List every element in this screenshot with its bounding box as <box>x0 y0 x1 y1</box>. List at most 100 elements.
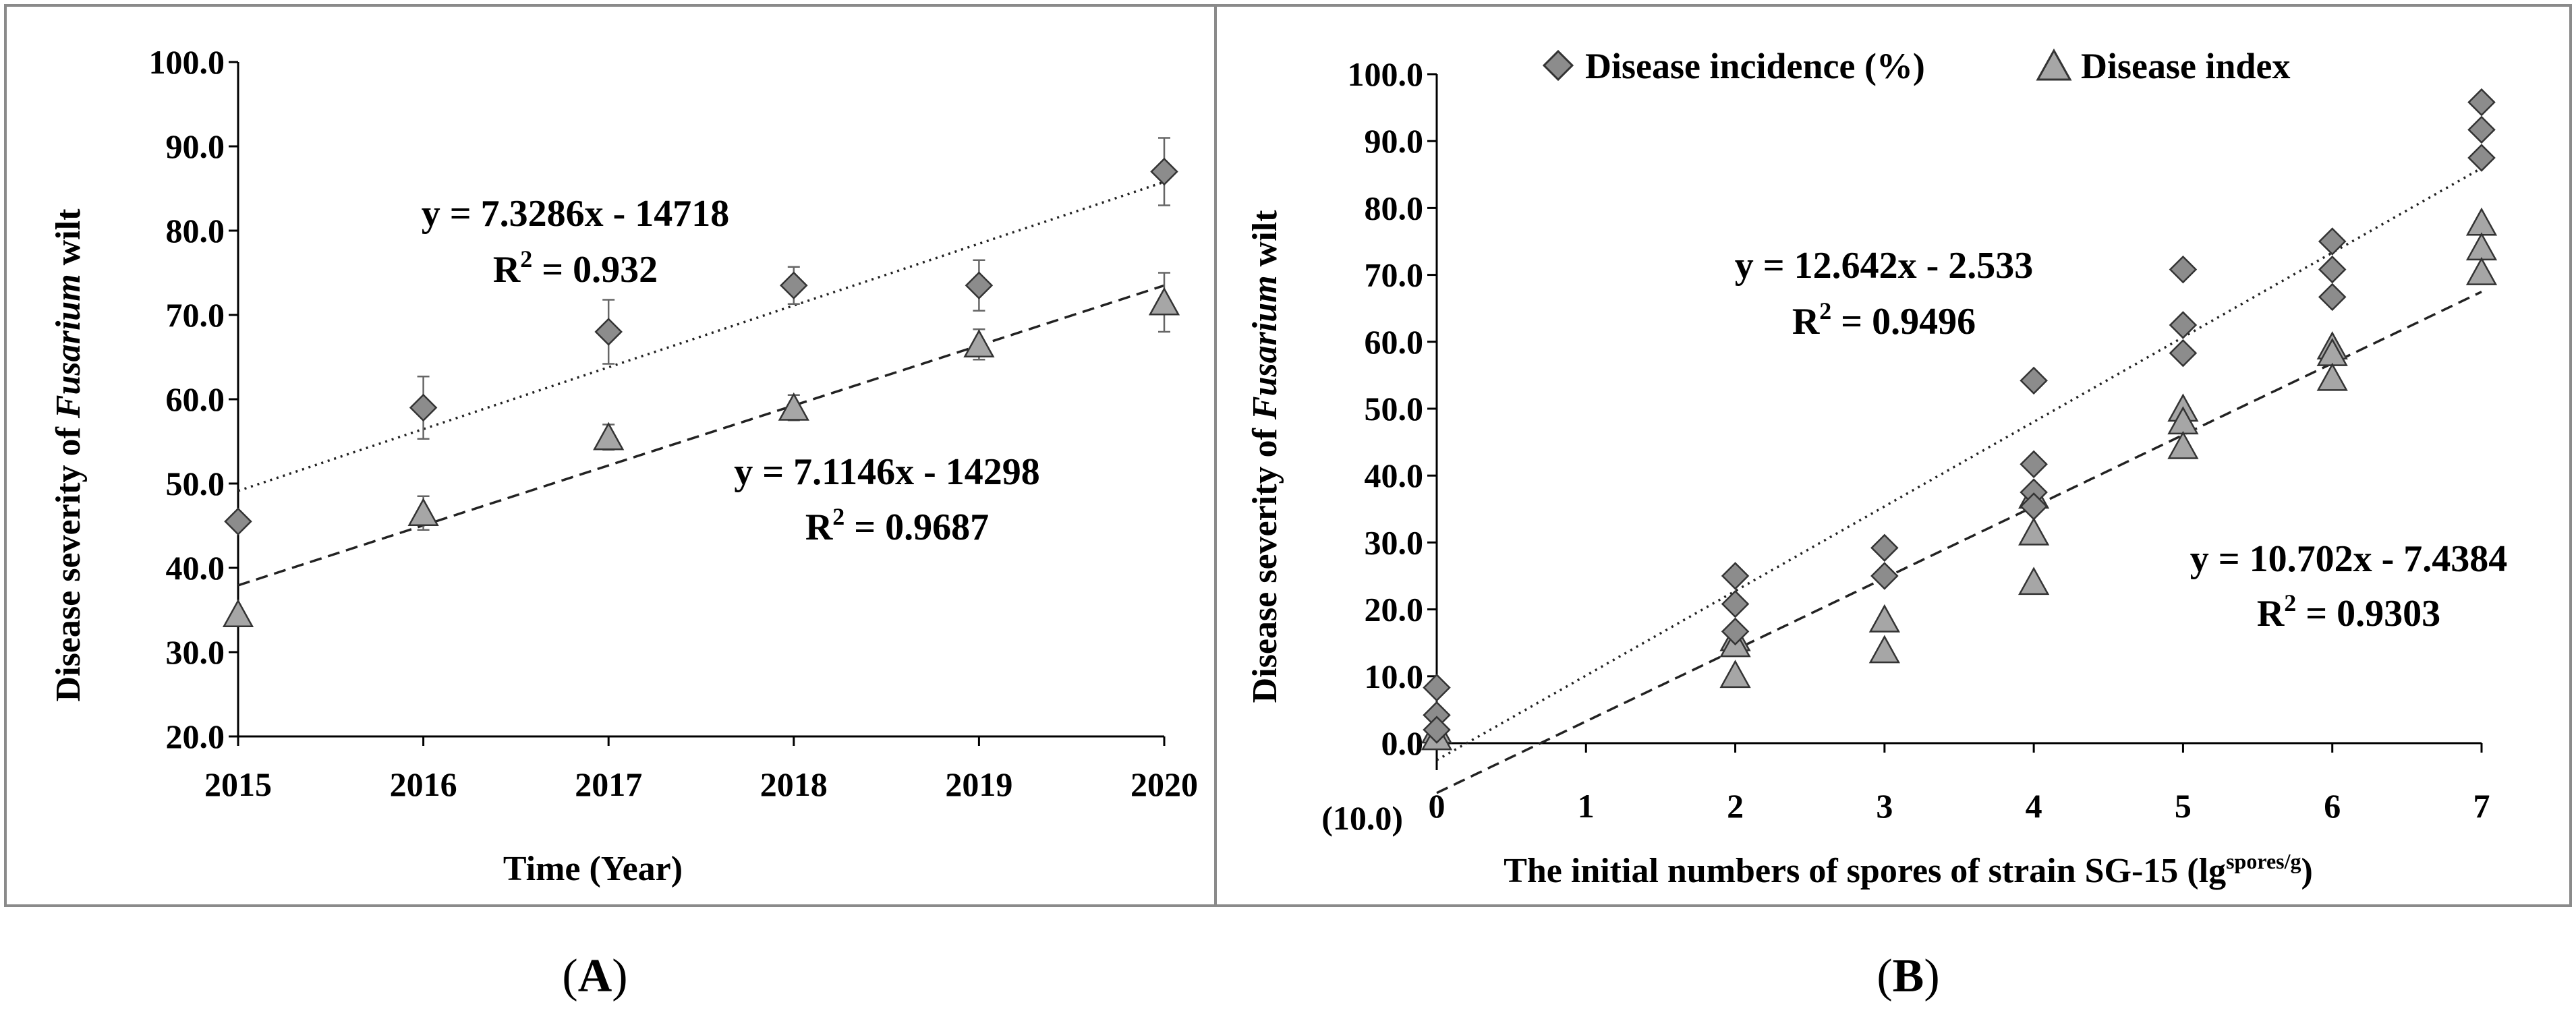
panel-a-diamond-point <box>409 393 438 422</box>
panel-b-equation-2: y = 10.702x - 7.4384 <box>2190 538 2508 580</box>
panel-a-label: (A) <box>562 950 627 1002</box>
panel-b-diamond-point <box>2467 88 2496 117</box>
panel-b-diamond-point <box>1870 562 1899 590</box>
panel-a-r2-1: R2 = 0.932 <box>493 245 658 291</box>
panel-b-diamond-point <box>2318 283 2347 312</box>
panel-b-triangle-point <box>2167 430 2199 459</box>
panel-b-extra-y-tick: (10.0) <box>1321 799 1403 837</box>
panel-b-triangle-point <box>1719 660 1751 689</box>
panel-b-triangle-point <box>1868 635 1900 664</box>
panel-b-diamond-point <box>2467 115 2496 144</box>
panel-b-diamond-point <box>2318 255 2347 284</box>
panel-b-diamond-point <box>2467 144 2496 172</box>
panel-b-label: (B) <box>1877 950 1939 1002</box>
panel-b-x-axis-title: The initial numbers of spores of strain … <box>1504 849 2313 890</box>
panel-a-y-tick-label: 100.0 <box>149 43 225 81</box>
panel-b-y-axis-title: Disease severity of Fusarium wilt <box>1246 210 1284 703</box>
legend-triangle-marker <box>2036 48 2072 81</box>
panel-b-y-tick-label: 90.0 <box>1365 122 1424 160</box>
panel-a-triangle-point <box>1148 287 1180 316</box>
panel-a-x-tick-label: 2020 <box>1130 765 1198 803</box>
panel-b-r2-1: R2 = 0.9496 <box>1792 297 1976 343</box>
panel-b-triangle-point <box>2018 566 2050 595</box>
panel-b-x-tick-label: 3 <box>1876 787 1893 825</box>
panel-b-r2-2: R2 = 0.9303 <box>2257 589 2440 635</box>
legend: Disease incidence (%) Disease index <box>1542 46 2291 86</box>
panel-a-y-tick-label: 50.0 <box>166 465 225 502</box>
legend-label-index: Disease index <box>2081 46 2291 86</box>
panel-b-chart: 0.0 10.0 20.0 30.0 40.0 50.0 60.0 70.0 80.0 90.0 1… <box>1246 46 2507 890</box>
panel-b-y-tick-label: 60.0 <box>1365 323 1424 361</box>
panel-a-y-tick-label: 60.0 <box>166 380 225 418</box>
panel-b-diamond-point <box>2020 366 2048 395</box>
panel-b-y-tick-label: 80.0 <box>1365 189 1424 227</box>
panel-a-y-tick-label: 70.0 <box>166 296 225 334</box>
panel-a-triangle-point <box>778 392 809 421</box>
panel-a-x-tick-label: 2017 <box>575 765 642 803</box>
figure-frame <box>4 4 2572 907</box>
panel-b-diamond-point <box>1721 617 1750 646</box>
panel-a-trendline-1 <box>237 181 1165 492</box>
panel-a-diamond-point <box>1150 157 1178 186</box>
panel-b-y-tick-label: 100.0 <box>1348 55 1424 93</box>
panel-a-y-tick-label: 90.0 <box>166 127 225 165</box>
panel-b-y-tick-label: 20.0 <box>1365 591 1424 629</box>
panel-a-y-axis-title: Disease severity of Fusarium wilt <box>49 208 88 702</box>
panel-b-diamond-point <box>2020 492 2048 521</box>
panel-a-x-tick-label: 2015 <box>204 765 272 803</box>
panel-b-triangle-point <box>2465 257 2498 285</box>
panel-b-diamond-point <box>1870 533 1899 562</box>
panel-b-x-tick-label: 6 <box>2324 787 2341 825</box>
panel-a-triangle-point <box>593 421 625 450</box>
panel-a-diamond-point <box>594 318 623 346</box>
panel-a-triangle-point <box>963 329 995 357</box>
panel-b-diamond-point <box>2169 339 2198 368</box>
panel-a-chart: 20.0 30.0 40.0 50.0 60.0 70.0 80.0 90.0 100.0 201… <box>49 43 1198 888</box>
panel-a-x-tick-label: 2018 <box>760 765 828 803</box>
panel-b-equation-1: y = 12.642x - 2.533 <box>1735 245 2034 287</box>
panel-a-x-tick-label: 2019 <box>945 765 1012 803</box>
panel-b-x-tick-label: 4 <box>2026 787 2042 825</box>
panel-a-y-tick-label: 20.0 <box>166 718 225 755</box>
panel-a-x-axis-title: Time (Year) <box>503 850 683 888</box>
panel-a-triangle-point <box>407 498 439 526</box>
panel-a-equation-1: y = 7.3286x - 14718 <box>422 193 730 235</box>
panel-b-diamond-point <box>1423 716 1451 744</box>
panel-b-triangle-point <box>2018 517 2050 546</box>
panel-b-trendline-2 <box>1436 291 2482 794</box>
panel-b-triangle-point <box>1868 604 1900 633</box>
panel-a-triangle-point <box>222 599 254 627</box>
panel-b-diamond-point <box>2169 311 2198 339</box>
panel-b-x-tick-label: 7 <box>2473 787 2490 825</box>
panel-b-triangle-point <box>2316 362 2348 391</box>
panel-a-x-tick-label: 2016 <box>390 765 457 803</box>
panel-b-y-tick-label: 30.0 <box>1365 523 1424 561</box>
panel-b-x-tick-label: 0 <box>1429 787 1446 825</box>
panel-b-diamond-point <box>2169 255 2198 284</box>
panel-b-trendline-1 <box>1436 167 2482 761</box>
panel-a-diamond-point <box>965 271 994 300</box>
panel-b-diamond-point <box>1423 673 1451 702</box>
panel-b-y-tick-label: 10.0 <box>1365 658 1424 695</box>
panel-b-diamond-point <box>2020 450 2048 479</box>
panel-a-y-tick-label: 30.0 <box>166 633 225 671</box>
panel-b-x-tick-label: 1 <box>1578 787 1595 825</box>
panel-b-x-tick-label: 5 <box>2175 787 2192 825</box>
panel-a-equation-2: y = 7.1146x - 14298 <box>734 451 1039 493</box>
panel-b-diamond-point <box>2318 227 2347 256</box>
legend-diamond-marker <box>1542 49 1574 82</box>
panel-b-diamond-point <box>1721 562 1750 590</box>
panel-a-diamond-point <box>224 507 252 536</box>
panel-a-diamond-point <box>780 271 808 300</box>
panel-b-diamond-point <box>1721 589 1750 618</box>
panel-a-r2-2: R2 = 0.9687 <box>805 503 989 548</box>
panel-b-x-tick-label: 2 <box>1727 787 1744 825</box>
panel-b-y-tick-label: 0.0 <box>1381 724 1424 762</box>
panel-a-y-tick-label: 40.0 <box>166 549 225 587</box>
panel-b-y-tick-label: 40.0 <box>1365 457 1424 494</box>
panel-a-trendline-2 <box>237 284 1165 587</box>
legend-label-incidence: Disease incidence (%) <box>1585 46 1925 86</box>
panel-a-y-tick-label: 80.0 <box>166 212 225 250</box>
panel-b-y-tick-label: 70.0 <box>1365 256 1424 294</box>
